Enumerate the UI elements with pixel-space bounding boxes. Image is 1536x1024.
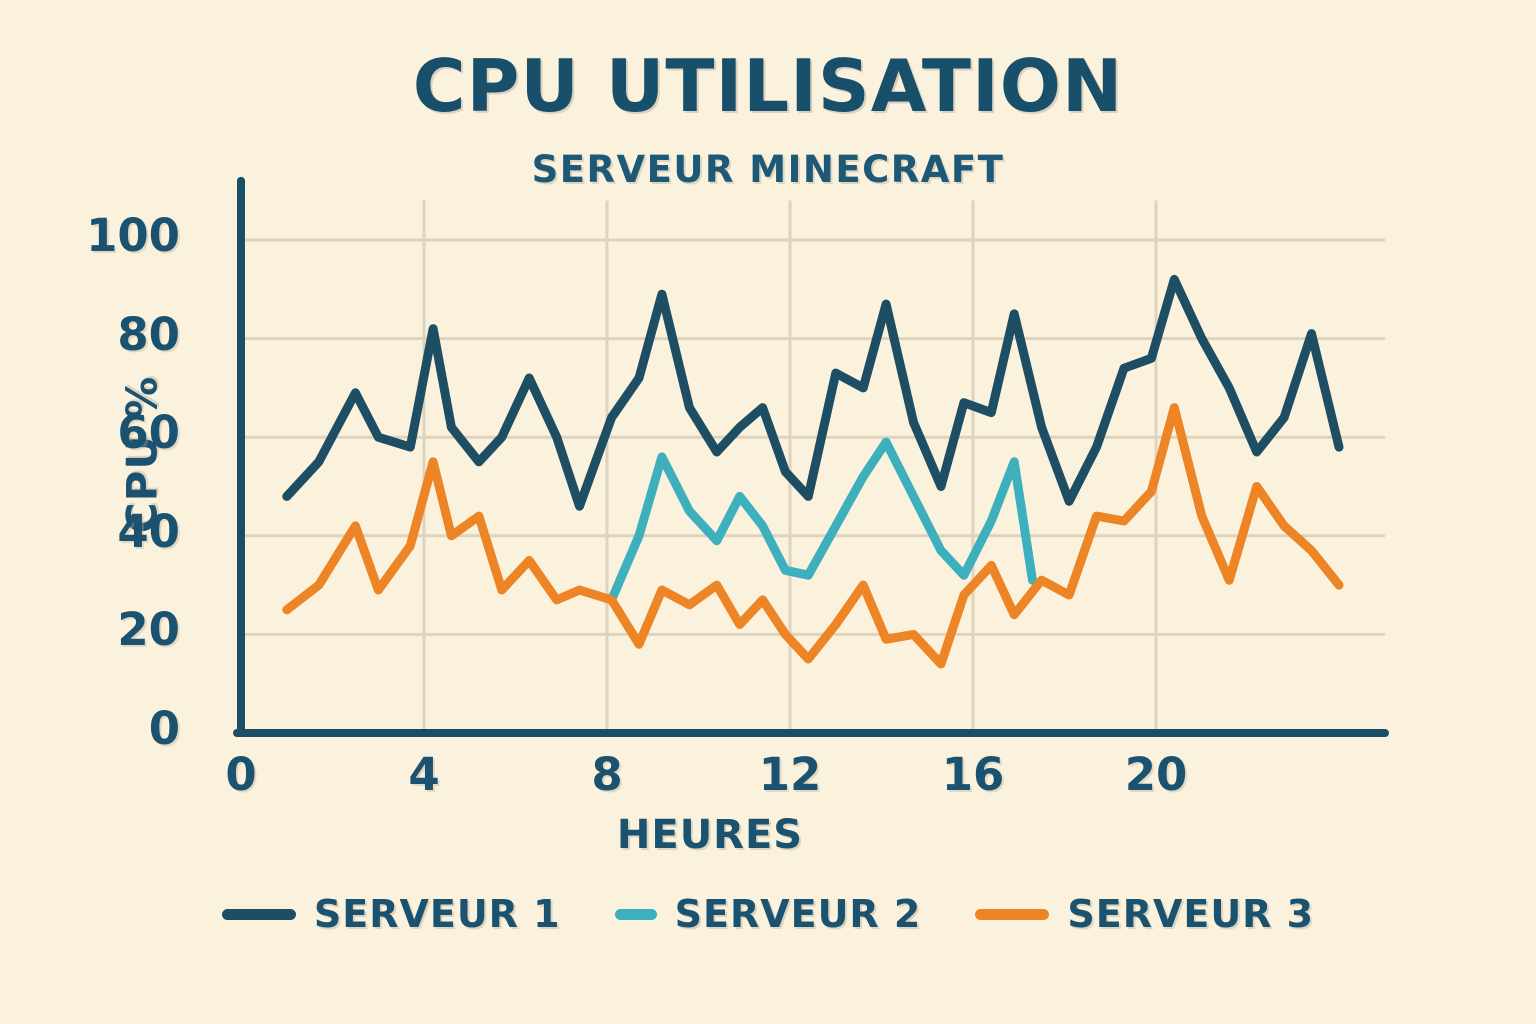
- x-axis-label: HEURES: [616, 812, 804, 858]
- y-tick-label: 0: [148, 702, 180, 755]
- y-tick-label: 60: [117, 406, 180, 460]
- series-line-3: [282, 403, 1344, 669]
- series-line-1: [282, 274, 1344, 511]
- y-tick-label: 20: [117, 603, 180, 657]
- y-tick-label: 40: [117, 504, 180, 558]
- x-tick-label: 20: [1124, 748, 1188, 801]
- x-tick-label: 8: [591, 748, 623, 801]
- legend-item-3[interactable]: SERVEUR 3: [975, 892, 1314, 936]
- legend-item-2[interactable]: SERVEUR 2: [614, 892, 922, 936]
- legend-swatch-icon: [614, 908, 657, 920]
- x-tick-label: 0: [225, 748, 257, 801]
- legend-label: SERVEUR 2: [674, 892, 922, 936]
- legend-swatch-icon: [221, 908, 296, 920]
- page-subtitle: SERVEUR MINECRAFT: [531, 148, 1005, 191]
- x-tick-label: 12: [758, 748, 822, 801]
- x-tick-label: 16: [941, 748, 1005, 801]
- x-tick-label: 4: [408, 748, 440, 801]
- legend-label: SERVEUR 1: [313, 892, 561, 936]
- y-tick-label: 80: [117, 307, 180, 361]
- legend-label: SERVEUR 3: [1067, 892, 1315, 936]
- page-title: CPU UTILISATION: [412, 44, 1124, 128]
- series-line-2: [607, 437, 1037, 605]
- y-tick-label: 100: [86, 209, 180, 262]
- legend-item-1[interactable]: SERVEUR 1: [221, 892, 561, 936]
- legend-swatch-icon: [975, 908, 1050, 920]
- chart-legend: SERVEUR 1 SERVEUR 2 SERVEUR 3: [0, 892, 1536, 936]
